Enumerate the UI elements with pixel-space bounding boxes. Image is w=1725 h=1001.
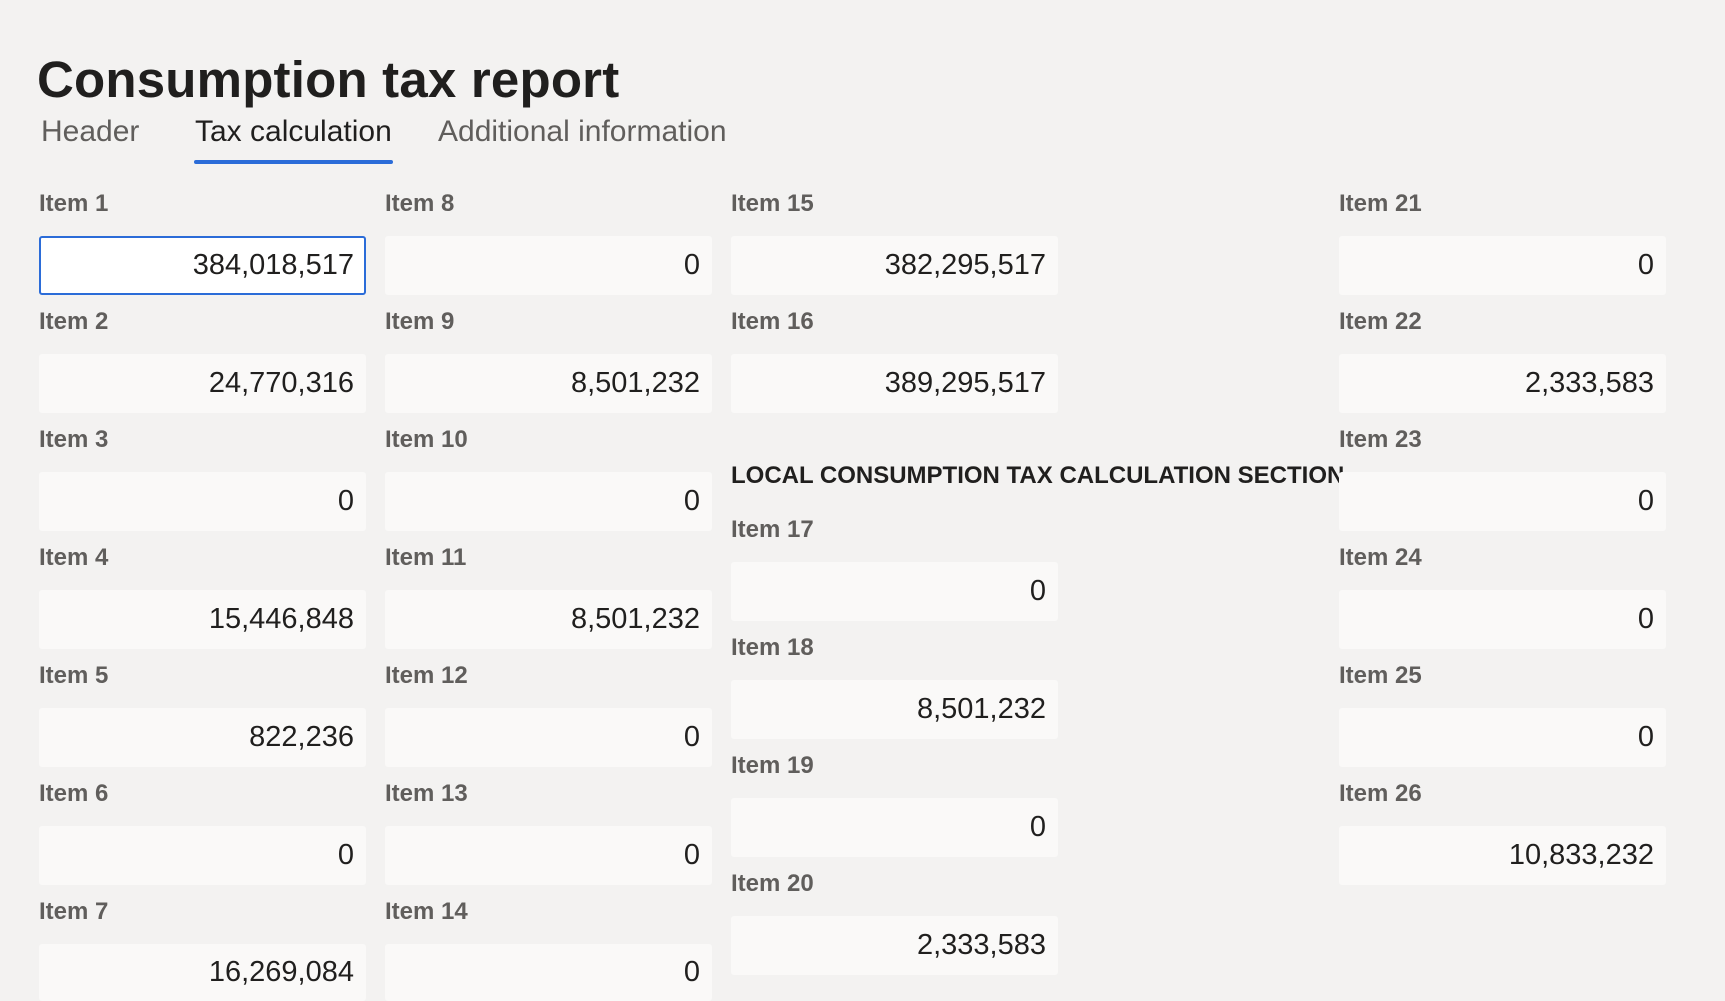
item-13-field: Item 13 xyxy=(385,779,712,885)
item-7-label: Item 7 xyxy=(39,898,109,925)
item-14-field: Item 14 xyxy=(385,897,712,1001)
item-9-input[interactable] xyxy=(385,354,712,413)
item-26-label: Item 26 xyxy=(1339,780,1422,807)
item-24-input[interactable] xyxy=(1339,590,1666,649)
item-1-field: Item 1 xyxy=(39,189,366,295)
item-17-label: Item 17 xyxy=(731,516,814,543)
item-8-label: Item 8 xyxy=(385,190,455,217)
item-23-input[interactable] xyxy=(1339,472,1666,531)
item-3-label: Item 3 xyxy=(39,426,109,453)
item-16-field: Item 16 xyxy=(731,307,1058,413)
item-1-input[interactable] xyxy=(39,236,366,295)
item-18-label: Item 18 xyxy=(731,634,814,661)
item-17-input[interactable] xyxy=(731,562,1058,621)
item-21-field: Item 21 xyxy=(1339,189,1666,295)
item-22-label: Item 22 xyxy=(1339,308,1422,335)
item-14-input[interactable] xyxy=(385,944,712,1001)
item-21-input[interactable] xyxy=(1339,236,1666,295)
item-3-field: Item 3 xyxy=(39,425,366,531)
item-23-label: Item 23 xyxy=(1339,426,1422,453)
item-13-input[interactable] xyxy=(385,826,712,885)
item-25-label: Item 25 xyxy=(1339,662,1422,689)
item-26-input[interactable] xyxy=(1339,826,1666,885)
local-consumption-tax-section-heading: LOCAL CONSUMPTION TAX CALCULATION SECTIO… xyxy=(731,462,1345,489)
item-10-field: Item 10 xyxy=(385,425,712,531)
item-2-field: Item 2 xyxy=(39,307,366,413)
item-7-input[interactable] xyxy=(39,944,366,1001)
item-5-input[interactable] xyxy=(39,708,366,767)
item-5-label: Item 5 xyxy=(39,662,109,689)
item-11-input[interactable] xyxy=(385,590,712,649)
item-7-field: Item 7 xyxy=(39,897,366,1001)
item-24-field: Item 24 xyxy=(1339,543,1666,649)
item-2-label: Item 2 xyxy=(39,308,109,335)
item-25-field: Item 25 xyxy=(1339,661,1666,767)
item-16-input[interactable] xyxy=(731,354,1058,413)
item-18-field: Item 18 xyxy=(731,633,1058,739)
item-9-field: Item 9 xyxy=(385,307,712,413)
item-17-field: Item 17 xyxy=(731,515,1058,621)
item-20-input[interactable] xyxy=(731,916,1058,975)
tab-tax-calculation[interactable]: Tax calculation xyxy=(194,110,393,164)
item-23-field: Item 23 xyxy=(1339,425,1666,531)
item-6-input[interactable] xyxy=(39,826,366,885)
item-15-label: Item 15 xyxy=(731,190,814,217)
item-4-label: Item 4 xyxy=(39,544,109,571)
item-11-field: Item 11 xyxy=(385,543,712,649)
item-14-label: Item 14 xyxy=(385,898,468,925)
item-6-field: Item 6 xyxy=(39,779,366,885)
item-15-field: Item 15 xyxy=(731,189,1058,295)
item-24-label: Item 24 xyxy=(1339,544,1422,571)
item-9-label: Item 9 xyxy=(385,308,455,335)
item-1-label: Item 1 xyxy=(39,190,109,217)
item-20-label: Item 20 xyxy=(731,870,814,897)
item-22-field: Item 22 xyxy=(1339,307,1666,413)
item-4-field: Item 4 xyxy=(39,543,366,649)
page-title: Consumption tax report xyxy=(37,51,620,109)
item-16-label: Item 16 xyxy=(731,308,814,335)
item-19-field: Item 19 xyxy=(731,751,1058,857)
item-5-field: Item 5 xyxy=(39,661,366,767)
item-12-field: Item 12 xyxy=(385,661,712,767)
item-12-label: Item 12 xyxy=(385,662,468,689)
item-13-label: Item 13 xyxy=(385,780,468,807)
item-2-input[interactable] xyxy=(39,354,366,413)
item-19-label: Item 19 xyxy=(731,752,814,779)
item-4-input[interactable] xyxy=(39,590,366,649)
item-3-input[interactable] xyxy=(39,472,366,531)
item-15-input[interactable] xyxy=(731,236,1058,295)
item-21-label: Item 21 xyxy=(1339,190,1422,217)
item-11-label: Item 11 xyxy=(385,544,467,571)
item-26-field: Item 26 xyxy=(1339,779,1666,885)
item-10-label: Item 10 xyxy=(385,426,468,453)
item-22-input[interactable] xyxy=(1339,354,1666,413)
item-8-input[interactable] xyxy=(385,236,712,295)
item-8-field: Item 8 xyxy=(385,189,712,295)
item-6-label: Item 6 xyxy=(39,780,109,807)
item-20-field: Item 20 xyxy=(731,869,1058,975)
tab-additional-information[interactable]: Additional information xyxy=(438,115,727,148)
item-18-input[interactable] xyxy=(731,680,1058,739)
tab-header[interactable]: Header xyxy=(41,115,140,148)
item-12-input[interactable] xyxy=(385,708,712,767)
item-25-input[interactable] xyxy=(1339,708,1666,767)
item-19-input[interactable] xyxy=(731,798,1058,857)
item-10-input[interactable] xyxy=(385,472,712,531)
